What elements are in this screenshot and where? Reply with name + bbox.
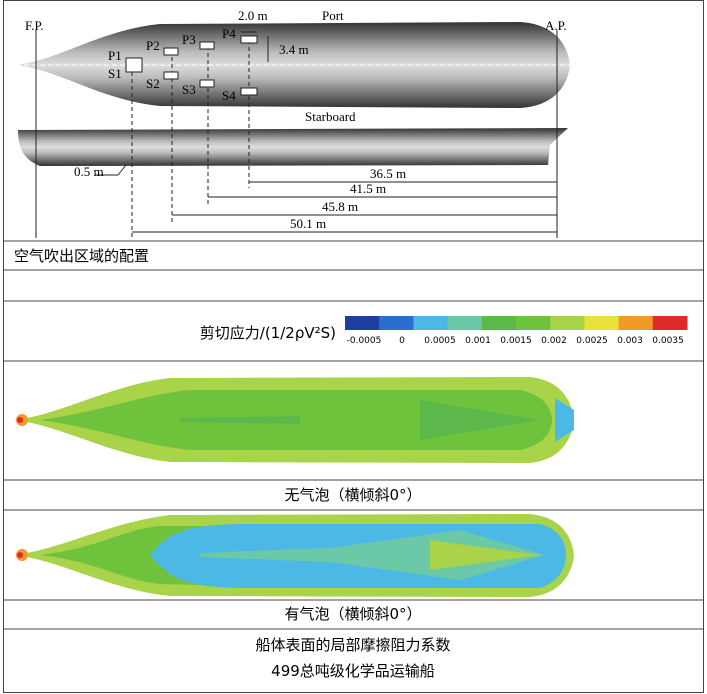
colorbar-segment xyxy=(345,316,380,330)
outlet-label: P1 xyxy=(108,48,122,63)
contour-no-bubbles xyxy=(14,377,574,463)
colorbar-segment xyxy=(618,316,654,330)
outlet-label: P2 xyxy=(146,38,160,53)
caption: 空气吹出区域的配置 xyxy=(14,247,149,265)
caption: 有气泡（横倾斜0°） xyxy=(284,605,421,623)
colorbar-tick-label: 0.0005 xyxy=(424,336,456,346)
outlets xyxy=(125,35,258,96)
colorbar-title: 剪切应力/(1/2ρV²S) xyxy=(200,324,336,342)
distance-label: 45.8 m xyxy=(322,199,358,214)
colorbar-tick-label: 0.0025 xyxy=(576,336,608,346)
colorbar-segment xyxy=(413,316,449,330)
caption: 无气泡（横倾斜0°） xyxy=(284,486,421,504)
outlet-label: P4 xyxy=(222,26,236,41)
outlet-offset: 3.4 m xyxy=(279,42,309,57)
distance-label: 50.1 m xyxy=(290,216,326,231)
outlet-label: S2 xyxy=(146,76,160,91)
colorbar-segment xyxy=(447,316,483,330)
caption: 499总吨级化学品运输船 xyxy=(271,662,435,680)
outlet-label: S1 xyxy=(108,66,122,81)
outlet-label: P3 xyxy=(182,32,196,47)
colorbar-tick-label: 0.0015 xyxy=(500,336,532,346)
colorbar-tick-label: 0.002 xyxy=(541,336,567,346)
caption: 船体表面的局部摩擦阻力系数 xyxy=(255,636,450,654)
fp-label: F.P. xyxy=(25,18,43,33)
distance-label: 41.5 m xyxy=(350,181,386,196)
colorbar-segment xyxy=(652,316,688,330)
dimension-lines xyxy=(95,31,557,233)
outlet-label: S3 xyxy=(182,82,196,97)
ap-label: A.P. xyxy=(545,18,567,33)
colorbar-tick-label: 0.001 xyxy=(465,336,491,346)
table-frame xyxy=(3,0,704,693)
colorbar-tick-label: 0.0035 xyxy=(652,336,684,346)
distance-label: 36.5 m xyxy=(370,166,406,181)
outlet-depth: 0.5 m xyxy=(74,164,104,179)
reference-lines xyxy=(35,30,558,238)
colorbar-tick-label: 0 xyxy=(399,336,405,346)
colorbar-segment xyxy=(516,316,551,330)
starboard-label: Starboard xyxy=(305,109,356,124)
colorbar-segment xyxy=(481,316,517,330)
colorbar-segment xyxy=(379,316,414,330)
colorbar-segment xyxy=(584,316,620,330)
contour-with-bubbles xyxy=(14,514,574,597)
colorbar-segment xyxy=(550,316,585,330)
hull-side-view xyxy=(18,128,568,166)
port-label: Port xyxy=(322,8,344,23)
outlet-width: 2.0 m xyxy=(238,8,268,23)
colorbar-tick-label: 0.003 xyxy=(617,336,643,346)
colorbar-tick-label: -0.0005 xyxy=(347,336,382,346)
outlet-label: S4 xyxy=(222,88,236,103)
